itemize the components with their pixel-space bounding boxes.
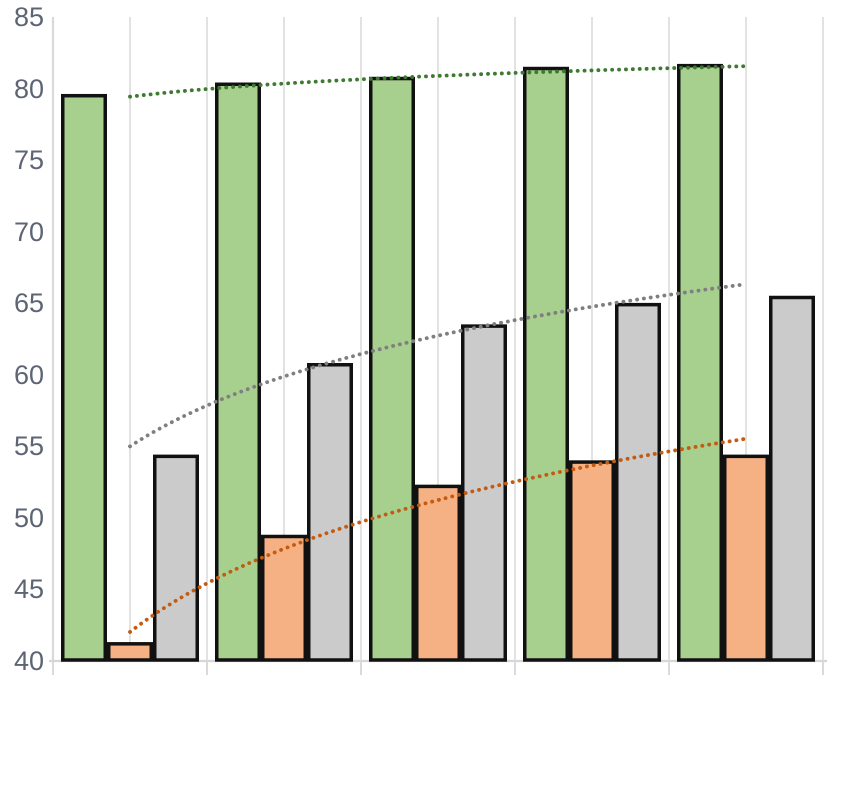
legend: base class new class Harmony mean [0,685,853,791]
bar-new-class-5 [723,454,769,662]
y-axis-label-50: 50 [13,502,44,533]
bar-harmony-mean-5 [769,295,815,662]
y-axis-label-70: 70 [13,216,44,247]
trendline-new-class [128,436,748,634]
bar-harmony-mean-3 [461,324,507,662]
trendline-harmony-mean [128,282,748,449]
bar-harmony-mean-2 [307,363,353,662]
bar-harmony-mean-4 [615,302,661,662]
y-axis-label-65: 65 [13,288,44,319]
y-axis-label-60: 60 [13,359,44,390]
y-axis-label-40: 40 [13,646,44,676]
y-axis: 85 80 75 70 65 60 55 50 45 40 [0,0,46,700]
bar-base-class-5 [677,63,723,662]
bar-base-class-2 [215,82,261,662]
bar-base-class-3 [369,76,415,662]
bar-new-class-3 [415,484,461,662]
bar-base-class-1 [61,93,107,662]
bar-new-class-2 [261,534,307,662]
trendline-base-class [128,64,748,99]
y-axis-label-75: 75 [13,145,44,176]
bar-harmony-mean-1 [153,454,199,662]
bar-new-class-4 [569,460,615,662]
y-axis-label-45: 45 [13,574,44,605]
y-axis-label-55: 55 [13,431,44,462]
y-axis-label-80: 80 [13,73,44,104]
bar-base-class-4 [523,66,569,662]
y-axis-label-85: 85 [13,2,44,32]
bar-new-class-1 [107,642,153,662]
